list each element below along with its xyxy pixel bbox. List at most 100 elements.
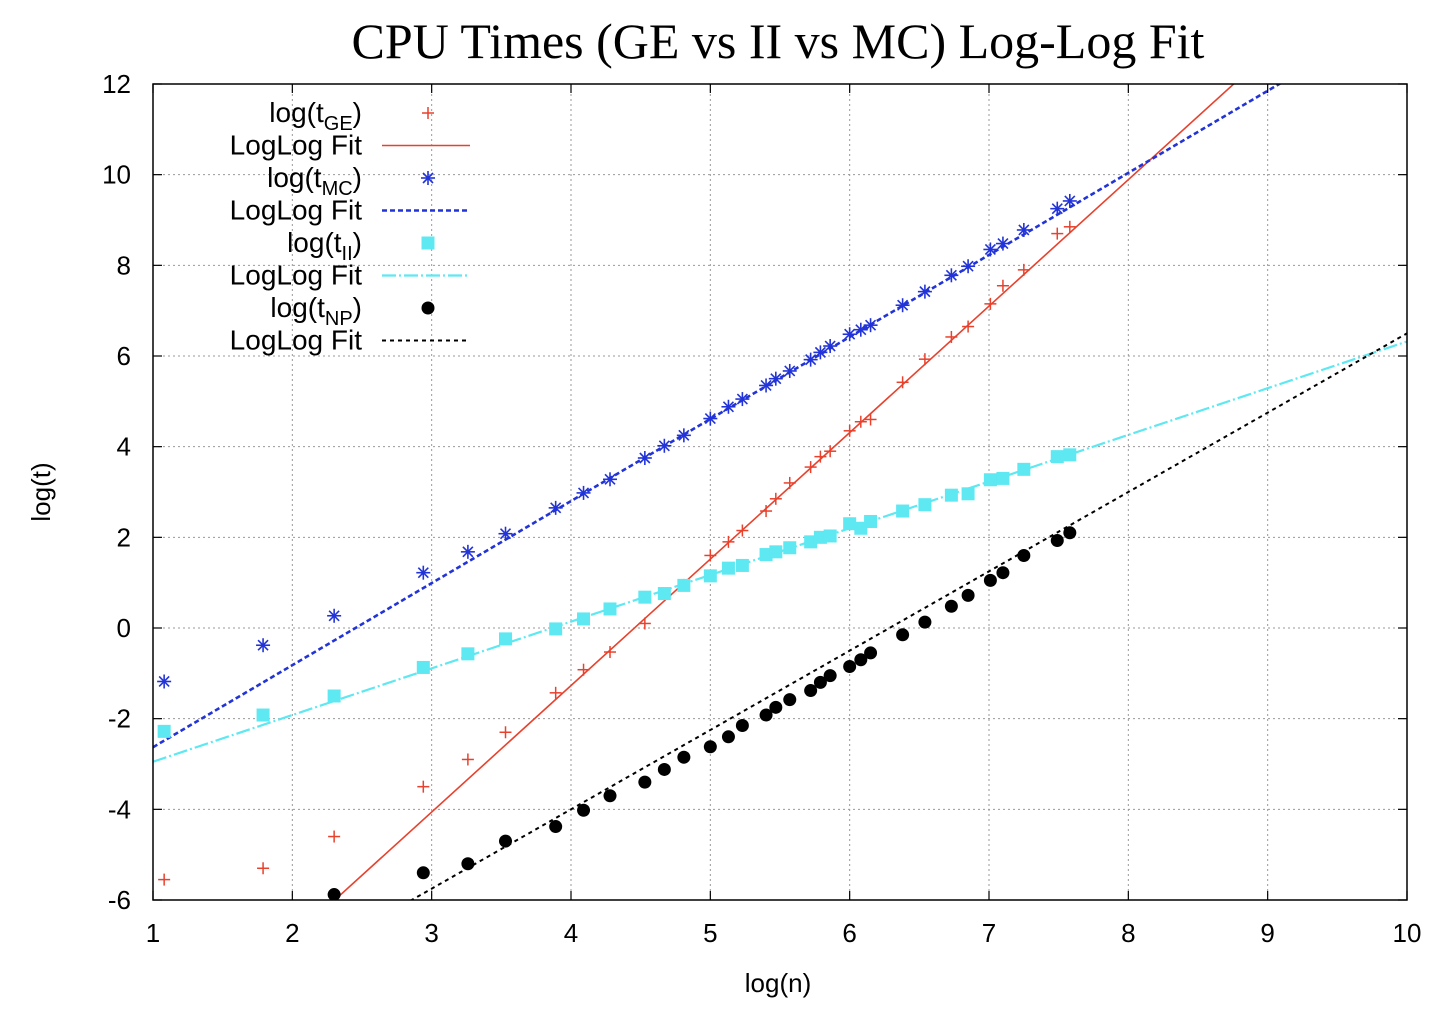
legend-entry-ge: log(tGE)	[269, 97, 434, 135]
ii-data-point	[1063, 448, 1077, 462]
ii-data-point	[918, 498, 932, 512]
ii-data-point	[416, 660, 430, 674]
legend-label: log(tMC)	[267, 162, 362, 200]
mc-data-point	[735, 392, 750, 407]
mc-data-point	[327, 608, 342, 623]
ii-data-point	[499, 632, 513, 646]
y-tick-label: 4	[117, 432, 131, 462]
ge-data-point	[864, 413, 877, 426]
y-tick-label: -2	[108, 704, 131, 734]
ge-data-point	[604, 646, 617, 659]
ge-data-point	[896, 376, 909, 389]
mc-data-point	[961, 259, 976, 274]
mc-data-point	[637, 451, 652, 465]
np-data-point	[677, 750, 691, 764]
ii-data-point	[327, 689, 341, 703]
mc-data-point	[1062, 193, 1077, 208]
np-data-point	[783, 693, 797, 707]
chart-title: CPU Times (GE vs II vs MC) Log-Log Fit	[352, 13, 1205, 69]
y-tick-label: -4	[108, 794, 131, 824]
plot-frame	[152, 83, 1408, 901]
np-data-point	[759, 708, 773, 722]
mc-data-point	[721, 399, 736, 414]
ge-data-point	[461, 753, 474, 766]
ii-data-point	[1050, 450, 1064, 464]
ii-data-point	[603, 602, 617, 616]
legend-label: log(tII)	[287, 227, 362, 265]
legend-marker-sample	[421, 301, 435, 315]
ii-data-point	[256, 708, 270, 722]
np-data-point	[703, 740, 717, 754]
mc-fit-line	[153, 84, 1282, 749]
legend-marker-sample	[421, 236, 435, 250]
legend-entry-mc-fit: LogLog Fit	[230, 195, 470, 226]
legend-label: LogLog Fit	[230, 195, 363, 226]
y-tick-label: 12	[102, 69, 131, 99]
mc-data-point	[759, 378, 774, 393]
ii-data-point	[804, 535, 818, 549]
legend-entry-ge-fit: LogLog Fit	[230, 130, 470, 161]
ge-data-point	[736, 524, 749, 537]
np-data-point	[813, 675, 827, 689]
ge-data-point	[783, 476, 796, 489]
np-data-point	[327, 888, 341, 900]
mc-data-point	[895, 298, 910, 313]
y-tick-label: 8	[117, 250, 131, 280]
legend-label: log(tGE)	[269, 97, 362, 135]
mc-data-point	[944, 268, 959, 283]
ge-data-point	[804, 461, 817, 474]
mc-points	[157, 193, 1077, 689]
mc-data-point	[576, 485, 591, 500]
ge-data-point	[1063, 220, 1076, 233]
mc-data-point	[823, 339, 838, 354]
ge-data-point	[854, 415, 867, 428]
mc-data-point	[917, 284, 932, 299]
np-data-point	[918, 615, 932, 629]
ii-data-point	[577, 612, 591, 626]
mc-data-point	[157, 674, 172, 689]
ii-data-point	[549, 622, 563, 636]
y-tick-label: 0	[117, 613, 131, 643]
ii-data-point	[864, 514, 878, 528]
x-tick-label: 4	[564, 918, 578, 948]
np-data-point	[823, 669, 837, 683]
ii-data-point	[823, 529, 837, 543]
np-data-point	[461, 857, 475, 871]
np-data-point	[944, 599, 958, 613]
legend-label: LogLog Fit	[230, 325, 363, 356]
np-data-point	[1050, 534, 1064, 548]
np-data-point	[735, 718, 749, 732]
x-tick-label: 3	[424, 918, 438, 948]
np-data-point	[961, 588, 975, 602]
np-data-point	[804, 684, 818, 698]
ge-data-point	[984, 297, 997, 310]
ge-data-point	[824, 445, 837, 458]
ge-fit-line	[333, 84, 1235, 900]
ii-data-point	[657, 587, 671, 601]
mc-data-point	[498, 526, 513, 541]
mc-data-point	[995, 236, 1010, 251]
ge-data-point	[769, 492, 782, 505]
x-tick-label: 8	[1121, 918, 1135, 948]
ii-data-point	[961, 487, 975, 501]
ge-data-point	[843, 424, 856, 437]
np-data-point	[1017, 548, 1031, 562]
y-tick-label: 10	[102, 160, 131, 190]
plot-series	[153, 84, 1407, 900]
ge-data-point	[1017, 263, 1030, 276]
x-tick-label: 5	[703, 918, 717, 948]
ii-data-point	[638, 590, 652, 604]
y-tick-label: -6	[108, 885, 131, 915]
mc-data-point	[983, 242, 998, 257]
ge-data-point	[328, 830, 341, 843]
ii-data-point	[783, 541, 797, 555]
np-data-point	[721, 730, 735, 744]
ge-data-point	[257, 862, 270, 875]
ii-data-point	[461, 647, 475, 661]
ge-data-point	[918, 353, 931, 366]
mc-data-point	[813, 345, 828, 360]
mc-data-point	[863, 318, 878, 333]
x-tick-label: 9	[1260, 918, 1274, 948]
mc-data-point	[768, 371, 783, 386]
